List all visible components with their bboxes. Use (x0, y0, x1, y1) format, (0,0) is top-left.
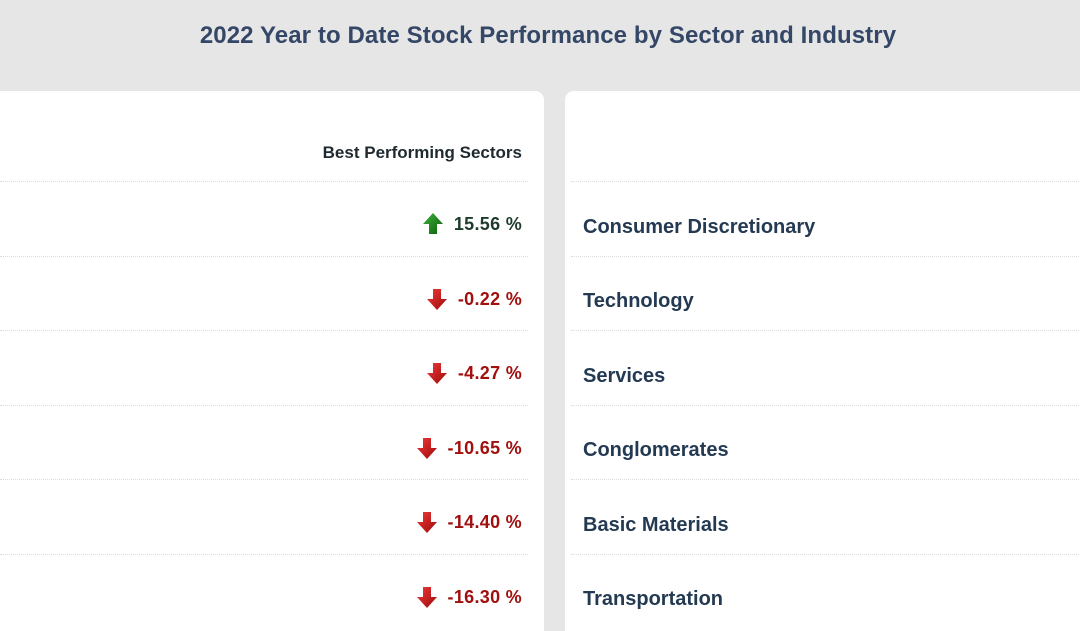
sector-name[interactable]: Conglomerates (583, 439, 729, 461)
performance-row-1: 15.56 % (422, 209, 522, 239)
performance-panel: Best Performing Sectors 15.56 % (0, 91, 544, 631)
arrow-down-icon (416, 587, 437, 608)
performance-row-6: -16.30 % (416, 582, 522, 612)
arrow-down-icon (426, 363, 447, 384)
sector-name[interactable]: Technology (583, 290, 694, 312)
arrow-up-icon (422, 213, 443, 234)
performance-value: -10.65 % (447, 437, 522, 458)
row-divider (571, 405, 1080, 406)
arrow-down-icon (416, 438, 437, 459)
performance-value: -0.22 % (457, 288, 522, 309)
row-divider (0, 405, 528, 406)
performance-value: -16.30 % (447, 586, 522, 607)
row-divider (0, 256, 528, 257)
sector-names-panel: Consumer Discretionary Technology Servic… (565, 91, 1080, 631)
performance-row-2: -0.22 % (426, 284, 522, 314)
row-divider (571, 330, 1080, 331)
performance-row-3: -4.27 % (426, 358, 522, 388)
sector-name[interactable]: Transportation (583, 588, 724, 610)
row-divider (0, 554, 528, 555)
arrow-down-icon (426, 289, 447, 310)
performance-value: -14.40 % (447, 511, 522, 532)
row-divider (571, 181, 1080, 182)
performance-value: 15.56 % (453, 213, 522, 234)
page-title: 2022 Year to Date Stock Performance by S… (199, 22, 897, 49)
performance-row-4: -10.65 % (416, 433, 522, 463)
column-header-best-performing: Best Performing Sectors (322, 143, 522, 162)
sector-name[interactable]: Consumer Discretionary (583, 216, 816, 238)
sector-name[interactable]: Basic Materials (583, 514, 729, 536)
row-divider (571, 479, 1080, 480)
performance-row-5: -14.40 % (416, 507, 522, 537)
row-divider (571, 256, 1080, 257)
page-header: 2022 Year to Date Stock Performance by S… (0, 0, 1080, 92)
row-divider (0, 181, 528, 182)
sector-name[interactable]: Services (583, 365, 666, 387)
row-divider (0, 330, 528, 331)
performance-value: -4.27 % (457, 362, 522, 383)
arrow-down-icon (416, 512, 437, 533)
row-divider (0, 479, 528, 480)
row-divider (571, 554, 1080, 555)
